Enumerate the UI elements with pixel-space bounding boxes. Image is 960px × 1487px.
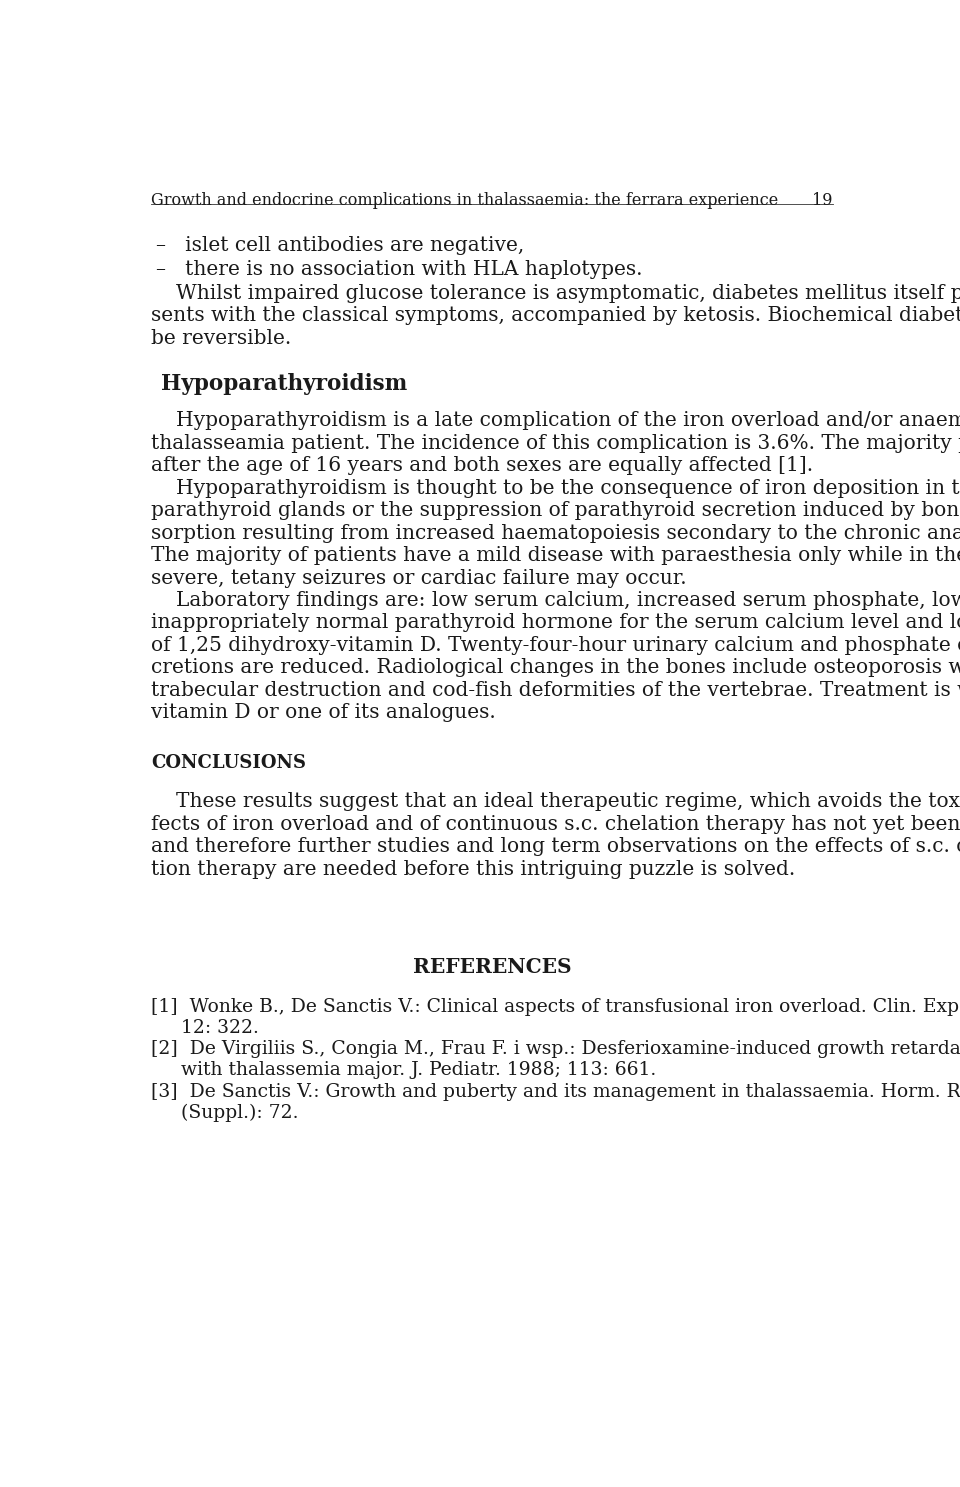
Text: thalasseamia patient. The incidence of this complication is 3.6%. The majority p: thalasseamia patient. The incidence of t…: [152, 434, 960, 452]
Text: CONCLUSIONS: CONCLUSIONS: [152, 754, 306, 772]
Text: The majority of patients have a mild disease with paraesthesia only while in the: The majority of patients have a mild dis…: [152, 546, 960, 565]
Text: vitamin D or one of its analogues.: vitamin D or one of its analogues.: [152, 703, 496, 723]
Text: Laboratory findings are: low serum calcium, increased serum phosphate, low or: Laboratory findings are: low serum calci…: [176, 590, 960, 610]
Text: Hypoparathyroidism is thought to be the consequence of iron deposition in the: Hypoparathyroidism is thought to be the …: [176, 479, 960, 498]
Text: of 1,25 dihydroxy-vitamin D. Twenty-four-hour urinary calcium and phosphate ex-: of 1,25 dihydroxy-vitamin D. Twenty-four…: [152, 636, 960, 654]
Text: Whilst impaired glucose tolerance is asymptomatic, diabetes mellitus itself pre-: Whilst impaired glucose tolerance is asy…: [176, 284, 960, 303]
Text: cretions are reduced. Radiological changes in the bones include osteoporosis wit: cretions are reduced. Radiological chang…: [152, 659, 960, 678]
Text: with thalassemia major. J. Pediatr. 1988; 113: 661.: with thalassemia major. J. Pediatr. 1988…: [180, 1062, 656, 1080]
Text: Hypoparathyroidism: Hypoparathyroidism: [160, 373, 407, 394]
Text: trabecular destruction and cod-fish deformities of the vertebrae. Treatment is w: trabecular destruction and cod-fish defo…: [152, 681, 960, 700]
Text: fects of iron overload and of continuous s.c. chelation therapy has not yet been: fects of iron overload and of continuous…: [152, 815, 960, 834]
Text: [3]  De Sanctis V.: Growth and puberty and its management in thalassaemia. Horm.: [3] De Sanctis V.: Growth and puberty an…: [152, 1084, 960, 1102]
Text: parathyroid glands or the suppression of parathyroid secretion induced by bone r: parathyroid glands or the suppression of…: [152, 501, 960, 520]
Text: –   there is no association with HLA haplotypes.: – there is no association with HLA haplo…: [156, 260, 642, 280]
Text: [2]  De Virgiliis S., Congia M., Frau F. i wsp.: Desferioxamine-induced growth r: [2] De Virgiliis S., Congia M., Frau F. …: [152, 1041, 960, 1059]
Text: inappropriately normal parathyroid hormone for the serum calcium level and low l: inappropriately normal parathyroid hormo…: [152, 614, 960, 632]
Text: sorption resulting from increased haematopoiesis secondary to the chronic anaemi: sorption resulting from increased haemat…: [152, 523, 960, 543]
Text: tion therapy are needed before this intriguing puzzle is solved.: tion therapy are needed before this intr…: [152, 859, 796, 879]
Text: 19: 19: [812, 192, 832, 210]
Text: –   islet cell antibodies are negative,: – islet cell antibodies are negative,: [156, 236, 524, 254]
Text: Hypoparathyroidism is a late complication of the iron overload and/or anaemic: Hypoparathyroidism is a late complicatio…: [176, 412, 960, 430]
Text: (Suppl.): 72.: (Suppl.): 72.: [180, 1105, 299, 1123]
Text: [1]  Wonke B., De Sanctis V.: Clinical aspects of transfusional iron overload. C: [1] Wonke B., De Sanctis V.: Clinical as…: [152, 998, 960, 1016]
Text: These results suggest that an ideal therapeutic regime, which avoids the toxic e: These results suggest that an ideal ther…: [176, 793, 960, 812]
Text: 12: 322.: 12: 322.: [180, 1019, 258, 1036]
Text: and therefore further studies and long term observations on the effects of s.c. : and therefore further studies and long t…: [152, 837, 960, 857]
Text: be reversible.: be reversible.: [152, 329, 292, 348]
Text: severe, tetany seizures or cardiac failure may occur.: severe, tetany seizures or cardiac failu…: [152, 568, 686, 587]
Text: Growth and endocrine complications in thalassaemia: the ferrara experience: Growth and endocrine complications in th…: [152, 192, 779, 210]
Text: sents with the classical symptoms, accompanied by ketosis. Biochemical diabetes : sents with the classical symptoms, accom…: [152, 306, 960, 326]
Text: REFERENCES: REFERENCES: [413, 958, 571, 977]
Text: after the age of 16 years and both sexes are equally affected [1].: after the age of 16 years and both sexes…: [152, 457, 813, 476]
